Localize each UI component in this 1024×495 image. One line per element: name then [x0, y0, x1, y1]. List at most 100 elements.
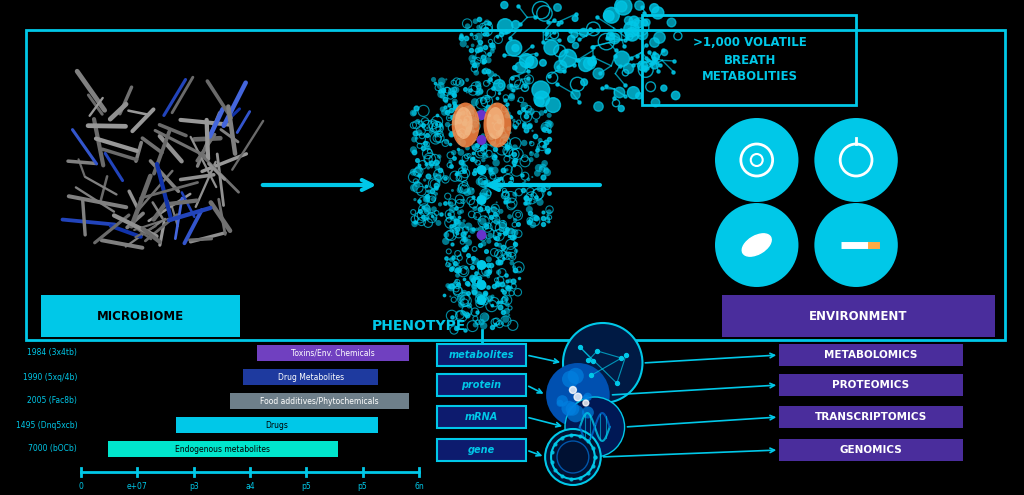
Point: [561, 27, 578, 35]
Text: e+07: e+07: [127, 482, 147, 491]
Point: [446, 154, 463, 162]
Point: [539, 31, 555, 39]
Circle shape: [503, 228, 509, 234]
Circle shape: [478, 219, 481, 222]
Point: [510, 2, 526, 10]
Point: [419, 132, 435, 140]
Point: [428, 184, 444, 192]
Point: [449, 170, 465, 178]
Circle shape: [475, 81, 481, 87]
Circle shape: [458, 295, 465, 301]
Circle shape: [472, 188, 474, 191]
Circle shape: [450, 133, 454, 137]
Circle shape: [505, 231, 509, 235]
Circle shape: [437, 90, 445, 98]
Point: [489, 297, 506, 305]
Point: [505, 86, 521, 94]
Point: [505, 158, 521, 166]
Circle shape: [487, 70, 495, 78]
Circle shape: [531, 130, 534, 132]
Point: [480, 111, 497, 119]
Point: [527, 13, 544, 21]
Point: [569, 393, 586, 401]
Point: [571, 474, 588, 482]
Circle shape: [513, 218, 517, 222]
Circle shape: [465, 239, 472, 246]
Point: [442, 130, 459, 138]
Point: [415, 121, 431, 129]
Circle shape: [478, 163, 480, 165]
Point: [493, 30, 509, 38]
Point: [646, 60, 663, 68]
Point: [503, 174, 519, 182]
Point: [418, 160, 434, 168]
Point: [547, 440, 563, 448]
Point: [635, 9, 651, 17]
Point: [466, 288, 482, 296]
Circle shape: [544, 40, 559, 55]
Point: [646, 39, 663, 47]
Circle shape: [433, 216, 437, 221]
Circle shape: [488, 166, 494, 171]
Point: [486, 320, 503, 328]
Circle shape: [507, 126, 511, 131]
Circle shape: [484, 19, 490, 26]
Circle shape: [520, 102, 528, 110]
Circle shape: [512, 192, 517, 197]
Point: [625, 61, 641, 69]
Point: [428, 158, 444, 166]
Circle shape: [649, 3, 658, 13]
Circle shape: [438, 77, 445, 85]
Text: metabolites: metabolites: [449, 350, 514, 360]
Circle shape: [488, 82, 490, 85]
Circle shape: [505, 285, 510, 290]
Circle shape: [490, 45, 496, 50]
Point: [478, 25, 495, 33]
Circle shape: [476, 165, 486, 175]
Circle shape: [488, 170, 494, 175]
Point: [617, 351, 634, 359]
Point: [535, 173, 551, 181]
Circle shape: [485, 57, 492, 63]
Point: [506, 150, 522, 158]
Circle shape: [546, 98, 560, 112]
Point: [495, 243, 511, 250]
Point: [552, 62, 568, 70]
Text: 1495 (Dnq5xcb): 1495 (Dnq5xcb): [15, 420, 77, 430]
Circle shape: [545, 429, 601, 485]
Circle shape: [614, 0, 632, 15]
Point: [527, 133, 544, 141]
Point: [420, 172, 436, 180]
Point: [487, 241, 504, 248]
Circle shape: [450, 296, 452, 297]
Circle shape: [438, 202, 442, 206]
Circle shape: [467, 187, 475, 195]
Circle shape: [490, 206, 497, 213]
Circle shape: [529, 221, 537, 228]
Point: [431, 87, 447, 95]
Circle shape: [472, 257, 479, 265]
Circle shape: [455, 273, 460, 278]
Point: [413, 207, 429, 215]
Circle shape: [453, 119, 458, 124]
FancyBboxPatch shape: [779, 374, 963, 396]
Circle shape: [437, 179, 440, 183]
Point: [443, 222, 460, 230]
Point: [507, 266, 523, 274]
Circle shape: [482, 189, 488, 196]
Circle shape: [502, 134, 509, 141]
Point: [483, 133, 500, 141]
Circle shape: [497, 277, 499, 279]
Circle shape: [471, 288, 478, 294]
Circle shape: [472, 206, 477, 211]
Point: [479, 30, 496, 38]
Point: [506, 233, 522, 241]
Point: [498, 271, 514, 279]
Circle shape: [506, 111, 511, 116]
Point: [605, 34, 622, 42]
Circle shape: [494, 103, 496, 105]
Circle shape: [565, 402, 580, 416]
Text: gene: gene: [468, 445, 496, 455]
Circle shape: [441, 109, 447, 116]
Circle shape: [489, 141, 497, 148]
